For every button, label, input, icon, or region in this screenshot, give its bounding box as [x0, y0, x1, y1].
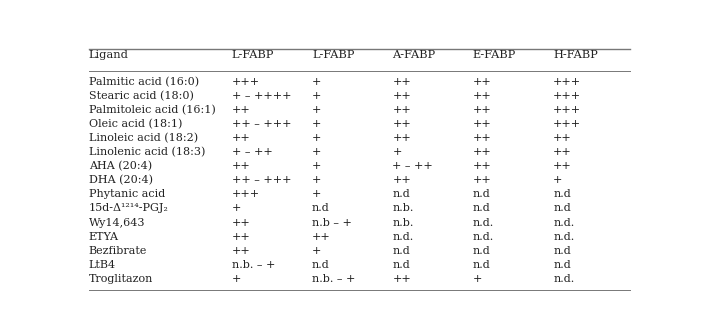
- Text: n.d: n.d: [312, 204, 329, 213]
- Text: + – ++: + – ++: [231, 147, 273, 157]
- Text: ++: ++: [393, 175, 411, 185]
- Text: ++ – +++: ++ – +++: [231, 175, 291, 185]
- Text: n.d: n.d: [472, 189, 491, 200]
- Text: n.b – +: n.b – +: [312, 217, 352, 227]
- Text: +++: +++: [231, 77, 259, 87]
- Text: n.d: n.d: [393, 260, 410, 270]
- Text: n.d: n.d: [312, 260, 329, 270]
- Text: +: +: [312, 175, 321, 185]
- Text: A-FABP: A-FABP: [393, 50, 435, 60]
- Text: ++: ++: [472, 175, 491, 185]
- Text: L-FABP: L-FABP: [231, 50, 274, 60]
- Text: +: +: [312, 161, 321, 171]
- Text: +++: +++: [553, 119, 581, 129]
- Text: n.b. – +: n.b. – +: [312, 274, 355, 284]
- Text: Phytanic acid: Phytanic acid: [89, 189, 165, 200]
- Text: +: +: [312, 105, 321, 115]
- Text: ++ – +++: ++ – +++: [231, 119, 291, 129]
- Text: n.d.: n.d.: [553, 232, 574, 242]
- Text: ++: ++: [472, 77, 491, 87]
- Text: ++: ++: [231, 105, 250, 115]
- Text: +: +: [312, 91, 321, 101]
- Text: Troglitazon: Troglitazon: [89, 274, 153, 284]
- Text: Wy14,643: Wy14,643: [89, 217, 145, 227]
- Text: +: +: [553, 175, 563, 185]
- Text: +++: +++: [553, 91, 581, 101]
- Text: n.d: n.d: [393, 246, 410, 256]
- Text: DHA (20:4): DHA (20:4): [89, 175, 153, 186]
- Text: Palmitic acid (16:0): Palmitic acid (16:0): [89, 77, 199, 87]
- Text: n.d.: n.d.: [553, 217, 574, 227]
- Text: AHA (20:4): AHA (20:4): [89, 161, 152, 172]
- Text: + – ++: + – ++: [393, 161, 433, 171]
- Text: ++: ++: [553, 161, 572, 171]
- Text: n.d: n.d: [472, 246, 491, 256]
- Text: Linolenic acid (18:3): Linolenic acid (18:3): [89, 147, 205, 157]
- Text: ETYA: ETYA: [89, 232, 118, 242]
- Text: ++: ++: [472, 105, 491, 115]
- Text: ++: ++: [553, 147, 572, 157]
- Text: n.d: n.d: [553, 246, 571, 256]
- Text: ++: ++: [472, 161, 491, 171]
- Text: n.d: n.d: [553, 189, 571, 200]
- Text: n.d.: n.d.: [553, 274, 574, 284]
- Text: Stearic acid (18:0): Stearic acid (18:0): [89, 91, 193, 101]
- Text: ++: ++: [472, 133, 491, 143]
- Text: ++: ++: [231, 217, 250, 227]
- Text: n.d: n.d: [553, 204, 571, 213]
- Text: +++: +++: [553, 105, 581, 115]
- Text: ++: ++: [393, 91, 411, 101]
- Text: +++: +++: [231, 189, 259, 200]
- Text: + – ++++: + – ++++: [231, 91, 291, 101]
- Text: ++: ++: [393, 119, 411, 129]
- Text: +: +: [312, 189, 321, 200]
- Text: ++: ++: [312, 232, 331, 242]
- Text: ++: ++: [231, 246, 250, 256]
- Text: +: +: [312, 246, 321, 256]
- Text: +: +: [312, 77, 321, 87]
- Text: ++: ++: [553, 133, 572, 143]
- Text: H-FABP: H-FABP: [553, 50, 598, 60]
- Text: Palmitoleic acid (16:1): Palmitoleic acid (16:1): [89, 105, 215, 115]
- Text: n.d.: n.d.: [472, 232, 494, 242]
- Text: L-FABP: L-FABP: [312, 50, 355, 60]
- Text: +++: +++: [553, 77, 581, 87]
- Text: ++: ++: [231, 161, 250, 171]
- Text: ++: ++: [472, 91, 491, 101]
- Text: Bezfibrate: Bezfibrate: [89, 246, 147, 256]
- Text: +: +: [231, 274, 241, 284]
- Text: 15d-Δ¹²¹⁴-PGJ₂: 15d-Δ¹²¹⁴-PGJ₂: [89, 204, 168, 213]
- Text: ++: ++: [393, 105, 411, 115]
- Text: n.b.: n.b.: [393, 204, 414, 213]
- Text: n.d: n.d: [393, 189, 410, 200]
- Text: +: +: [231, 204, 241, 213]
- Text: ++: ++: [393, 274, 411, 284]
- Text: n.d.: n.d.: [472, 217, 494, 227]
- Text: n.b.: n.b.: [393, 217, 414, 227]
- Text: +: +: [312, 147, 321, 157]
- Text: ++: ++: [393, 133, 411, 143]
- Text: n.b. – +: n.b. – +: [231, 260, 275, 270]
- Text: +: +: [312, 119, 321, 129]
- Text: +: +: [312, 133, 321, 143]
- Text: LtB4: LtB4: [89, 260, 116, 270]
- Text: E-FABP: E-FABP: [472, 50, 516, 60]
- Text: n.d.: n.d.: [393, 232, 414, 242]
- Text: n.d: n.d: [472, 204, 491, 213]
- Text: n.d: n.d: [553, 260, 571, 270]
- Text: +: +: [472, 274, 482, 284]
- Text: ++: ++: [231, 232, 250, 242]
- Text: Oleic acid (18:1): Oleic acid (18:1): [89, 119, 182, 129]
- Text: +: +: [393, 147, 402, 157]
- Text: ++: ++: [472, 147, 491, 157]
- Text: Ligand: Ligand: [89, 50, 128, 60]
- Text: ++: ++: [393, 77, 411, 87]
- Text: Linoleic acid (18:2): Linoleic acid (18:2): [89, 133, 198, 143]
- Text: n.d: n.d: [472, 260, 491, 270]
- Text: ++: ++: [472, 119, 491, 129]
- Text: ++: ++: [231, 133, 250, 143]
